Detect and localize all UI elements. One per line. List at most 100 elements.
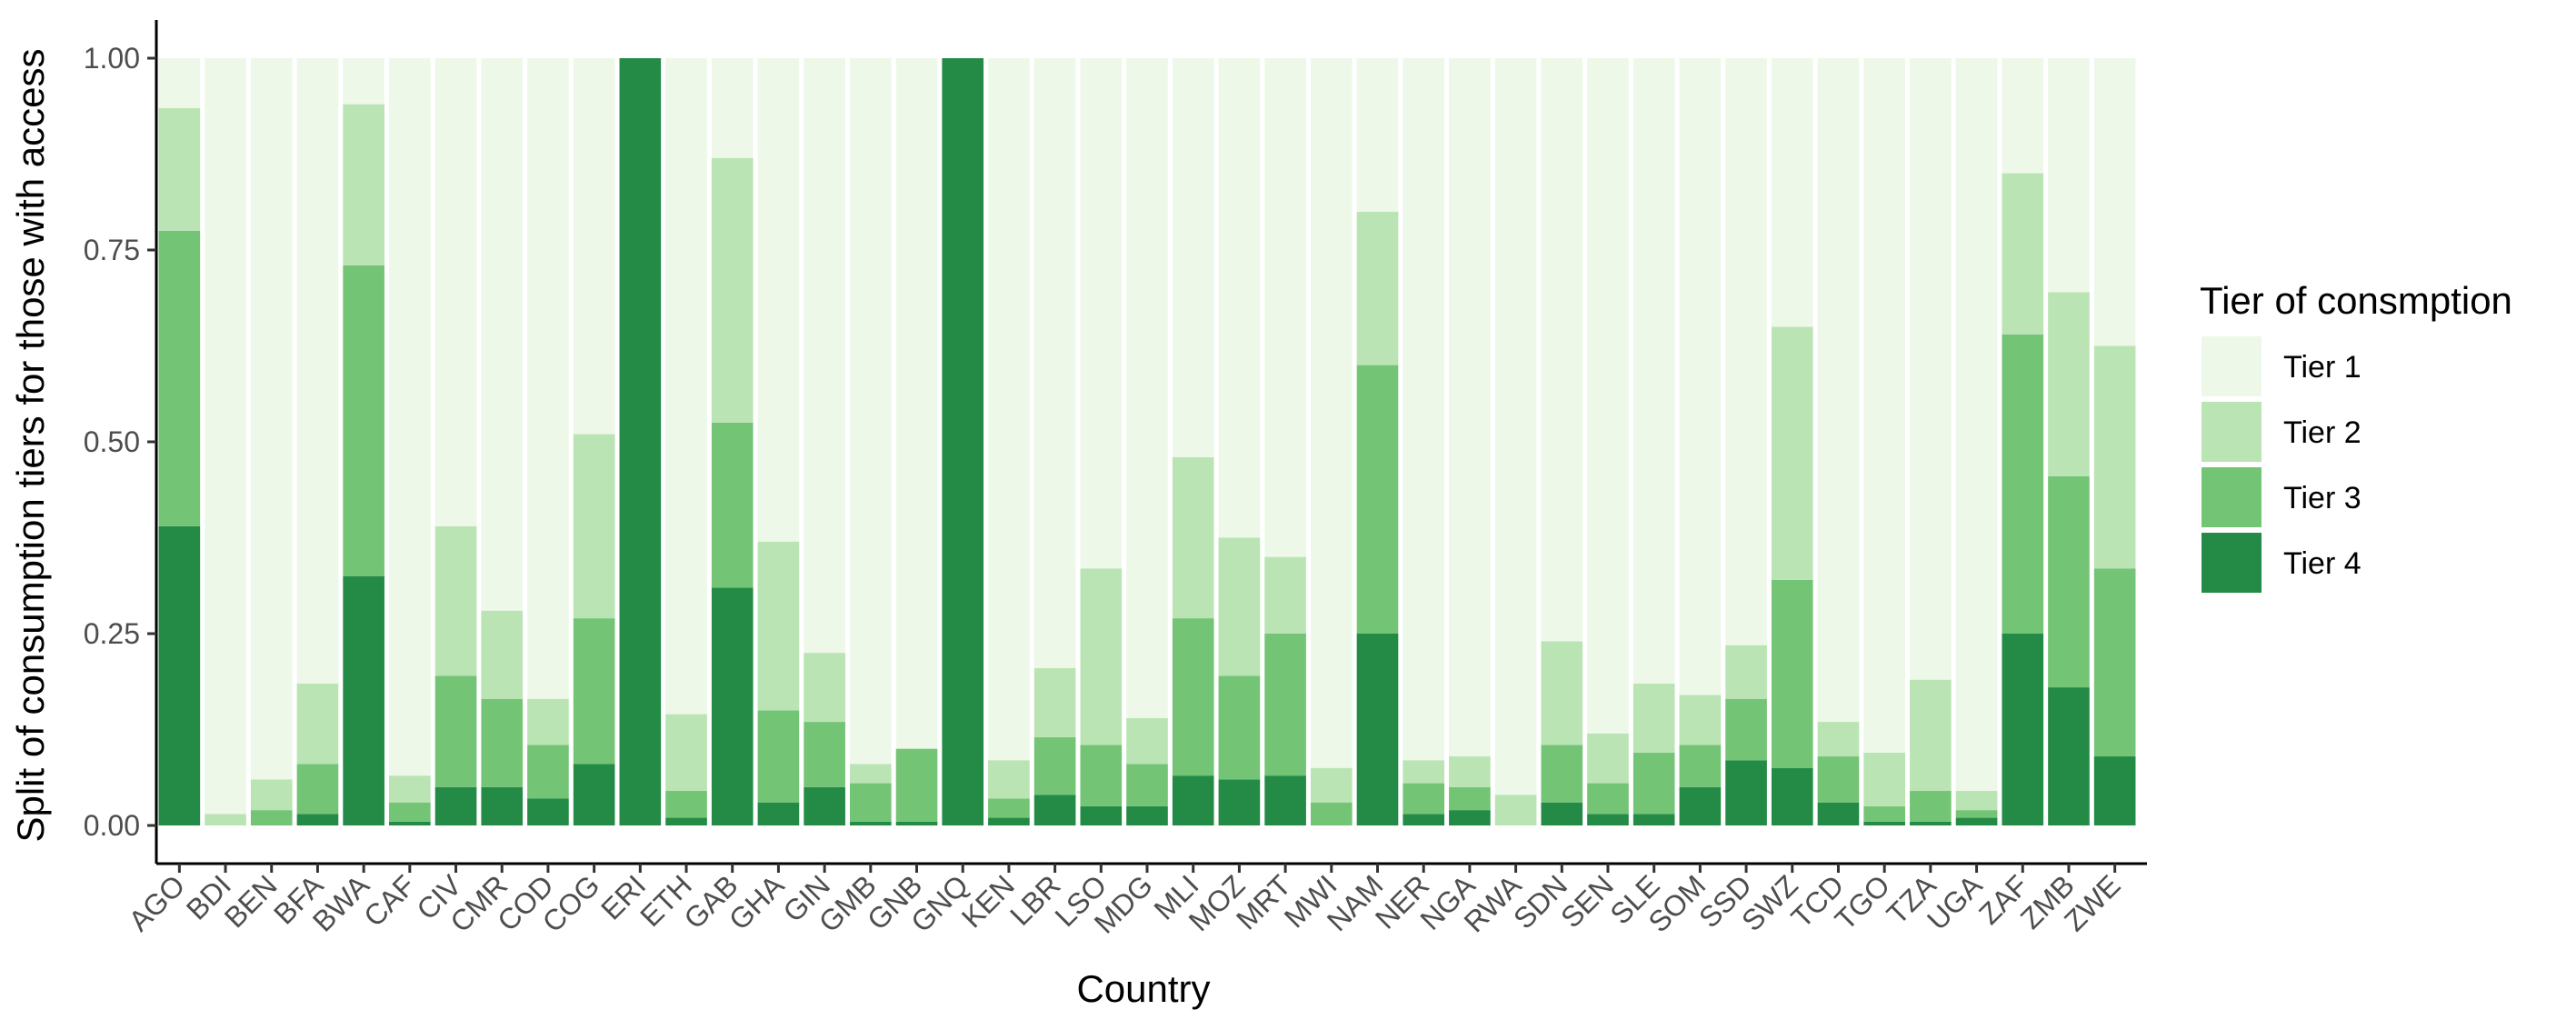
bar-MRT-tier-3: [1264, 634, 1306, 776]
bar-MLI-tier-4: [1172, 775, 1214, 825]
bar-COD-tier-3: [527, 745, 569, 799]
bar-UGA-tier-2: [1955, 791, 1998, 811]
bar-MOZ-tier-3: [1218, 675, 1261, 780]
bar-SOM-tier-1: [1679, 58, 1722, 695]
legend-label-tier-1: Tier 1: [2283, 350, 2361, 385]
bar-UGA-tier-3: [1955, 810, 1998, 818]
bar-ZAF-tier-3: [2002, 334, 2044, 634]
bar-ETH-tier-3: [665, 791, 707, 818]
bar-ZWE-tier-1: [2093, 58, 2136, 346]
bar-SSD-tier-1: [1725, 58, 1767, 645]
bar-BEN-tier-1: [250, 58, 293, 780]
bar-MOZ-tier-4: [1218, 779, 1261, 825]
x-tick-label: ZWE: [2058, 868, 2127, 937]
bar-SEN-tier-3: [1587, 783, 1629, 815]
bar-MLI-tier-1: [1172, 58, 1214, 457]
legend-key-tier-3: [2202, 467, 2261, 527]
legend-label-tier-3: Tier 3: [2283, 481, 2361, 515]
bar-MOZ-tier-1: [1218, 58, 1261, 538]
bar-COD-tier-4: [527, 798, 569, 825]
legend-key-tier-4: [2202, 533, 2261, 593]
bar-ZMB-tier-3: [2048, 475, 2090, 688]
y-axis-title: Split of consumption tiers for those wit…: [9, 48, 52, 842]
bar-GAB-tier-3: [711, 422, 754, 588]
bar-TGO-tier-4: [1863, 821, 1905, 825]
bar-GIN-tier-2: [804, 653, 845, 723]
bar-KEN-tier-3: [988, 798, 1030, 818]
legend-label-tier-2: Tier 2: [2283, 415, 2361, 450]
bar-NER-tier-3: [1403, 783, 1444, 815]
bars-group: [158, 58, 2136, 825]
bar-MDG-tier-1: [1126, 58, 1168, 718]
bar-AGO-tier-3: [158, 230, 201, 526]
bar-NER-tier-4: [1403, 814, 1444, 825]
bar-BWA-tier-1: [343, 58, 384, 105]
bar-KEN-tier-2: [988, 760, 1030, 799]
bar-ZAF-tier-1: [2002, 58, 2044, 174]
bar-COD-tier-1: [527, 58, 569, 699]
bar-TCD-tier-4: [1817, 802, 1860, 825]
bar-TZA-tier-2: [1910, 679, 1952, 792]
bar-GHA-tier-2: [757, 541, 800, 711]
bar-NGA-tier-2: [1449, 756, 1491, 787]
y-tick-label: 0.00: [84, 809, 140, 842]
bar-LBR-tier-1: [1033, 58, 1076, 668]
bar-MLI-tier-2: [1172, 456, 1214, 619]
bar-LBR-tier-3: [1033, 736, 1076, 795]
bar-CMR-tier-4: [481, 786, 524, 825]
bar-CAF-tier-1: [389, 58, 431, 776]
y-tick-label: 0.75: [84, 234, 140, 266]
bar-BFA-tier-3: [296, 764, 339, 815]
bar-CIV-tier-4: [434, 786, 477, 825]
bar-ZMB-tier-2: [2048, 292, 2090, 476]
bar-LBR-tier-2: [1033, 667, 1076, 737]
bar-MRT-tier-4: [1264, 775, 1306, 825]
bar-CAF-tier-2: [389, 775, 431, 803]
bar-CAF-tier-4: [389, 821, 431, 825]
bar-LSO-tier-1: [1080, 58, 1123, 569]
bar-GNB-tier-1: [895, 58, 938, 749]
bar-GNQ-tier-4: [942, 58, 984, 825]
x-axis-title: Country: [1076, 967, 1210, 1010]
bar-TZA-tier-3: [1910, 791, 1952, 822]
bar-TCD-tier-3: [1817, 756, 1860, 803]
bar-ETH-tier-2: [665, 714, 707, 792]
bar-SWZ-tier-2: [1771, 326, 1813, 580]
bar-LSO-tier-4: [1080, 805, 1123, 825]
bar-COG-tier-3: [573, 618, 615, 765]
bar-SLE-tier-2: [1632, 683, 1675, 753]
bar-KEN-tier-1: [988, 58, 1030, 761]
bar-GIN-tier-1: [804, 58, 845, 654]
legend: Tier of consmption Tier 1 Tier 2 Tier 3 Tie…: [2200, 279, 2512, 593]
bar-AGO-tier-1: [158, 58, 201, 108]
bar-ZAF-tier-4: [2002, 634, 2044, 825]
bar-TGO-tier-3: [1863, 805, 1905, 822]
bar-SOM-tier-2: [1679, 695, 1722, 745]
bar-TCD-tier-2: [1817, 722, 1860, 757]
bar-ZMB-tier-4: [2048, 687, 2090, 825]
legend-key-tier-2: [2202, 402, 2261, 462]
legend-label-tier-4: Tier 4: [2283, 546, 2361, 581]
legend-key-tier-1: [2202, 336, 2261, 396]
bar-MDG-tier-2: [1126, 717, 1168, 765]
bar-COG-tier-2: [573, 434, 615, 619]
bar-GMB-tier-2: [850, 764, 892, 784]
bar-BWA-tier-3: [343, 265, 384, 576]
bar-GAB-tier-2: [711, 157, 754, 423]
bar-SOM-tier-4: [1679, 786, 1722, 825]
x-axis: AGOBDIBENBFABWACAFCIVCMRCODCOGERIETHGABG…: [123, 862, 2147, 940]
bar-CIV-tier-1: [434, 58, 477, 526]
bar-GAB-tier-4: [711, 587, 754, 825]
bar-ETH-tier-1: [665, 58, 707, 715]
bar-BFA-tier-4: [296, 814, 339, 825]
bar-CMR-tier-1: [481, 58, 524, 611]
bar-SLE-tier-3: [1632, 752, 1675, 815]
bar-ZWE-tier-2: [2093, 345, 2136, 569]
bar-SOM-tier-3: [1679, 745, 1722, 787]
bar-MWI-tier-3: [1310, 802, 1353, 825]
bar-NGA-tier-4: [1449, 810, 1491, 825]
bar-NGA-tier-3: [1449, 786, 1491, 811]
bar-CMR-tier-2: [481, 610, 524, 699]
bar-SSD-tier-2: [1725, 645, 1767, 699]
bar-MLI-tier-3: [1172, 618, 1214, 776]
